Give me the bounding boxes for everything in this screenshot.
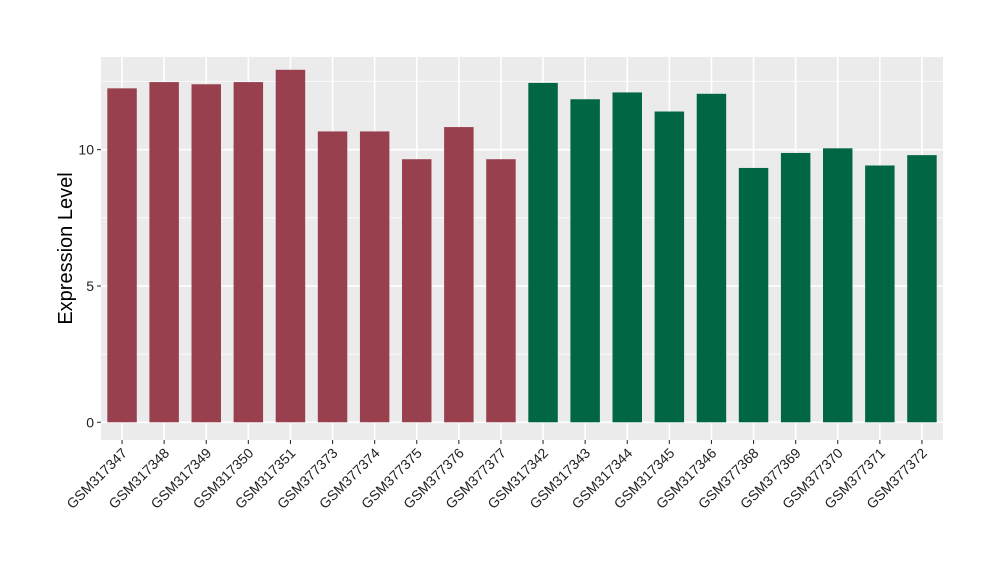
bar [317, 131, 348, 423]
bar [907, 155, 937, 423]
bar [696, 93, 727, 423]
bar [780, 152, 811, 423]
bar [191, 84, 221, 423]
bar [865, 165, 895, 423]
y-tick-label: 0 [86, 414, 94, 430]
bar [444, 127, 474, 423]
bar [738, 167, 769, 423]
y-tick-label: 5 [86, 278, 94, 294]
bar [149, 82, 179, 423]
bar [570, 99, 600, 423]
y-axis-title: Expression Level [55, 172, 77, 324]
bar [528, 82, 558, 423]
bar [654, 111, 685, 423]
bar [359, 131, 390, 423]
y-axis: 0 5 10 [78, 142, 101, 430]
x-axis: GSM317347GSM317348GSM317349GSM317350GSM3… [63, 440, 930, 512]
bar [275, 69, 306, 423]
bar [823, 148, 853, 423]
bar [402, 159, 432, 423]
bar [233, 82, 264, 423]
bar [107, 88, 137, 423]
bar [486, 159, 516, 423]
plot-panel [101, 57, 943, 440]
y-tick-label: 10 [78, 142, 94, 158]
bars [107, 69, 937, 423]
bar [612, 92, 642, 423]
